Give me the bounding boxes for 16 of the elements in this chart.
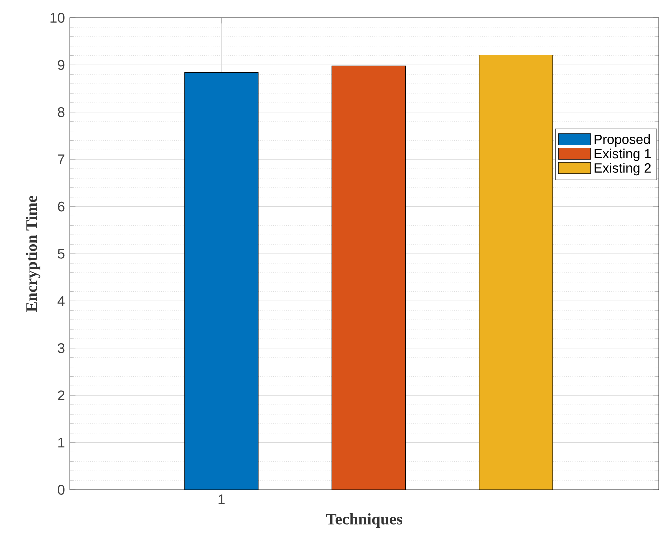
y-tick-label: 6: [58, 202, 65, 212]
legend-label: Proposed: [594, 134, 650, 147]
y-tick-label: 10: [50, 13, 65, 23]
y-axis-title: Encryption Time: [26, 196, 41, 312]
y-tick-label: 0: [58, 485, 65, 495]
y-tick-label: 3: [58, 343, 65, 354]
y-tick-label: 4: [58, 296, 65, 306]
legend-label: Existing 1: [594, 148, 651, 162]
legend-label: Existing 2: [594, 163, 651, 176]
x-axis-title: Techniques: [326, 513, 403, 528]
y-tick-label: 7: [58, 154, 65, 164]
y-tick-label: 5: [58, 249, 65, 259]
y-tick-label: 8: [58, 107, 65, 118]
y-tick-label: 1: [58, 438, 65, 448]
y-tick-label: 2: [58, 390, 65, 400]
y-tick-label: 9: [58, 60, 65, 70]
